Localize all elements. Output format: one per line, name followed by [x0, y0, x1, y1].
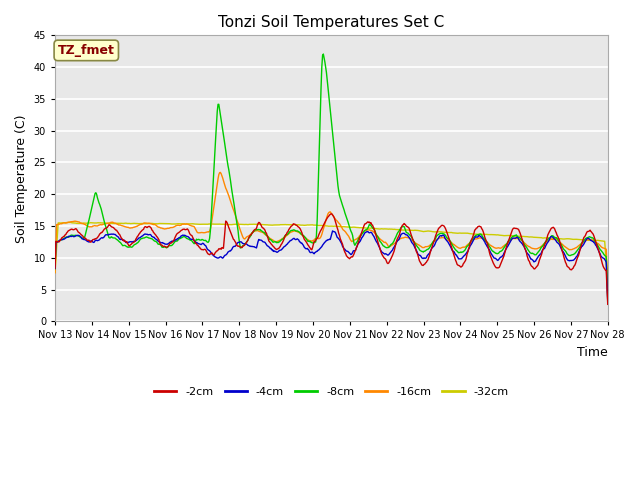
X-axis label: Time: Time — [577, 346, 608, 359]
Legend: -2cm, -4cm, -8cm, -16cm, -32cm: -2cm, -4cm, -8cm, -16cm, -32cm — [150, 383, 513, 401]
Title: Tonzi Soil Temperatures Set C: Tonzi Soil Temperatures Set C — [218, 15, 445, 30]
Text: TZ_fmet: TZ_fmet — [58, 44, 115, 57]
Y-axis label: Soil Temperature (C): Soil Temperature (C) — [15, 114, 28, 242]
